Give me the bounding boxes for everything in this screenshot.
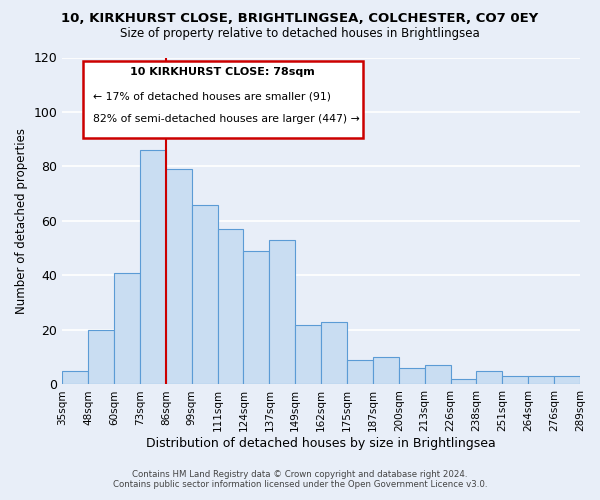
Bar — [502, 376, 528, 384]
Bar — [321, 322, 347, 384]
X-axis label: Distribution of detached houses by size in Brightlingsea: Distribution of detached houses by size … — [146, 437, 496, 450]
Bar — [554, 376, 580, 384]
Bar — [476, 371, 502, 384]
Y-axis label: Number of detached properties: Number of detached properties — [15, 128, 28, 314]
Text: 10, KIRKHURST CLOSE, BRIGHTLINGSEA, COLCHESTER, CO7 0EY: 10, KIRKHURST CLOSE, BRIGHTLINGSEA, COLC… — [61, 12, 539, 26]
Text: 82% of semi-detached houses are larger (447) →: 82% of semi-detached houses are larger (… — [94, 114, 360, 124]
Bar — [140, 150, 166, 384]
Bar — [373, 357, 399, 384]
FancyBboxPatch shape — [83, 61, 362, 138]
Text: Size of property relative to detached houses in Brightlingsea: Size of property relative to detached ho… — [120, 28, 480, 40]
Bar — [295, 324, 321, 384]
Bar — [451, 379, 476, 384]
Bar — [425, 366, 451, 384]
Text: Contains HM Land Registry data © Crown copyright and database right 2024.
Contai: Contains HM Land Registry data © Crown c… — [113, 470, 487, 489]
Text: 10 KIRKHURST CLOSE: 78sqm: 10 KIRKHURST CLOSE: 78sqm — [130, 68, 315, 78]
Bar — [88, 330, 114, 384]
Bar — [269, 240, 295, 384]
Bar — [347, 360, 373, 384]
Bar — [166, 169, 192, 384]
Bar — [399, 368, 425, 384]
Bar — [218, 229, 244, 384]
Bar — [528, 376, 554, 384]
Text: ← 17% of detached houses are smaller (91): ← 17% of detached houses are smaller (91… — [94, 92, 331, 102]
Bar — [192, 204, 218, 384]
Bar — [62, 371, 88, 384]
Bar — [244, 251, 269, 384]
Bar — [114, 272, 140, 384]
